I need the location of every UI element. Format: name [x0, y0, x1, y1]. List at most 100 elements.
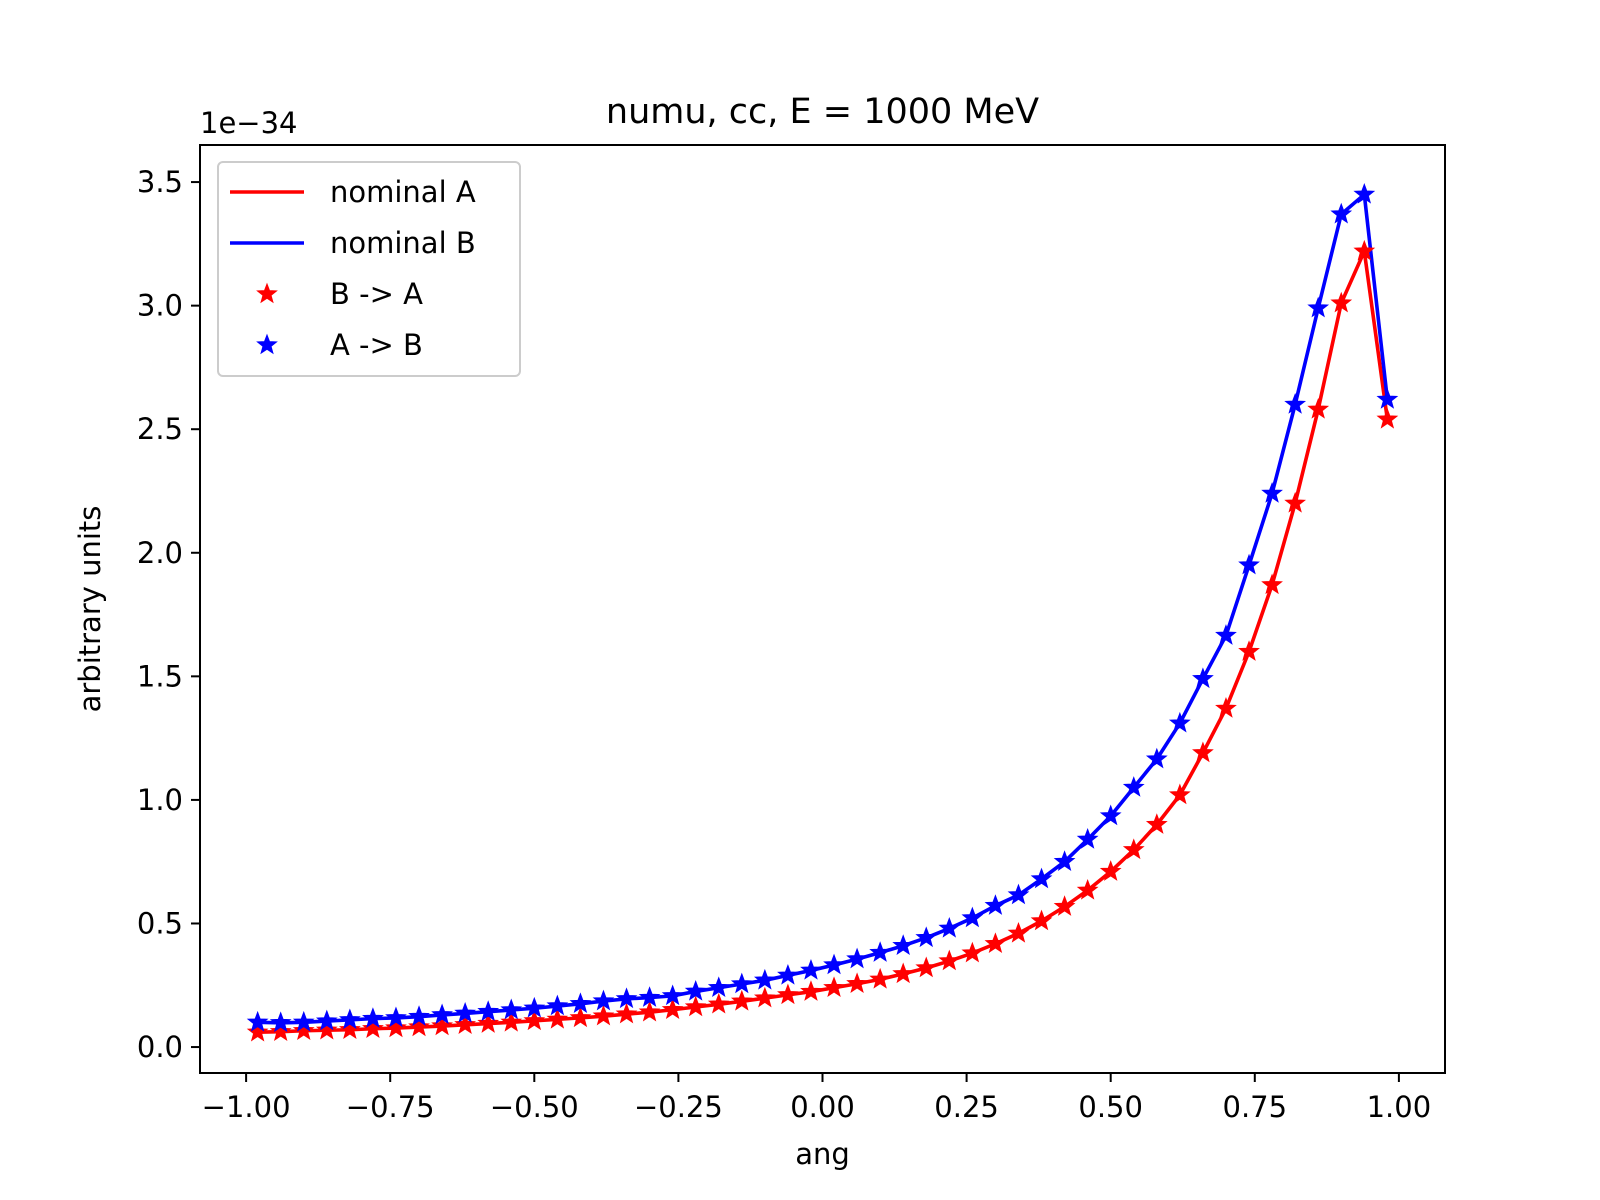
data-point	[892, 962, 915, 984]
x-tick-label: −0.25	[634, 1090, 723, 1124]
x-tick-label: 0.50	[1078, 1090, 1143, 1124]
data-point	[961, 906, 984, 928]
data-point	[753, 986, 776, 1008]
data-point	[1376, 388, 1399, 409]
data-point	[730, 989, 753, 1011]
data-point	[523, 1009, 546, 1031]
data-point	[984, 932, 1007, 953]
series-markers	[246, 239, 1399, 1042]
data-point	[1122, 838, 1145, 860]
data-point	[269, 1011, 292, 1033]
data-point	[615, 987, 638, 1009]
data-point	[431, 1003, 453, 1025]
data-point	[777, 963, 799, 985]
data-point	[615, 1002, 638, 1024]
data-point	[869, 941, 892, 962]
data-point	[1030, 867, 1053, 889]
data-point	[546, 1007, 569, 1029]
y-tick-label: 1.5	[137, 659, 183, 693]
data-point	[1353, 239, 1376, 261]
data-point	[315, 1018, 338, 1040]
data-point	[1330, 202, 1353, 224]
data-point	[1215, 624, 1237, 645]
legend-entry-label: nominal B	[330, 226, 476, 260]
axes-frame	[199, 144, 1446, 1074]
y-tick-label: 3.5	[137, 165, 183, 199]
y-axis-ticks: 0.0 0.5 1.0 1.5 2.0 2.5 3.0 3.5	[137, 165, 200, 1064]
data-point	[1076, 828, 1099, 849]
data-point	[915, 956, 938, 978]
data-point	[661, 984, 684, 1006]
y-tick-label: 2.5	[137, 412, 183, 446]
data-point	[385, 1016, 407, 1038]
data-point	[385, 1006, 407, 1028]
data-point	[684, 980, 707, 1001]
data-point	[246, 1020, 269, 1042]
data-point	[500, 998, 523, 1020]
y-tick-label: 1.0	[137, 783, 183, 817]
data-point	[1099, 860, 1122, 881]
data-point	[1168, 783, 1191, 805]
data-point	[938, 949, 961, 971]
data-point	[477, 1012, 500, 1033]
data-point	[1053, 895, 1076, 916]
data-point	[592, 989, 615, 1011]
data-point	[1307, 398, 1330, 419]
data-point	[707, 976, 730, 997]
data-point	[1007, 883, 1030, 905]
data-point	[1168, 711, 1191, 733]
data-point	[454, 1002, 477, 1023]
data-point	[569, 1006, 592, 1028]
data-point	[338, 1018, 361, 1039]
x-tick-label: 0.25	[934, 1090, 999, 1124]
data-point	[292, 1019, 315, 1040]
data-point	[292, 1010, 315, 1032]
legend-star-icon	[256, 282, 278, 304]
data-point	[1238, 640, 1260, 661]
data-point	[338, 1008, 361, 1030]
data-point	[800, 959, 822, 980]
data-point	[1192, 667, 1214, 689]
x-tick-label: 0.00	[790, 1090, 855, 1124]
data-point	[661, 998, 684, 1019]
data-point	[569, 992, 592, 1014]
data-point	[1145, 813, 1168, 834]
chart-title: numu, cc, E = 1000 MeV	[606, 92, 1039, 132]
data-point	[408, 1005, 430, 1026]
data-point	[1330, 291, 1353, 313]
data-point	[454, 1013, 477, 1035]
x-tick-label: −0.50	[490, 1090, 579, 1124]
data-point	[315, 1009, 338, 1031]
data-point	[777, 983, 799, 1005]
y-tick-label: 0.5	[137, 906, 183, 940]
data-point	[523, 996, 546, 1018]
data-point	[869, 967, 892, 989]
data-point	[1053, 850, 1076, 871]
data-point	[800, 980, 822, 1001]
data-point	[1261, 482, 1283, 503]
y-scale-offset-label: 1e−34	[200, 106, 298, 140]
data-point	[638, 1000, 661, 1022]
data-point	[984, 894, 1007, 915]
x-tick-label: −0.75	[346, 1090, 435, 1124]
plot-area	[246, 183, 1399, 1042]
data-point	[431, 1014, 453, 1036]
data-point	[477, 1000, 500, 1021]
data-point	[1007, 921, 1030, 943]
legend-star-icon	[256, 333, 278, 355]
data-point	[362, 1007, 384, 1028]
legend-entry-label: nominal A	[330, 175, 476, 209]
x-axis-ticks: −1.00 −0.75 −0.50 −0.25 0.00 0.25 0.50 0.75 1.00	[202, 1073, 1431, 1124]
legend: nominal A nominal B B -> A A -> B	[217, 161, 521, 377]
data-point	[1076, 878, 1099, 900]
x-tick-label: −1.00	[202, 1090, 291, 1124]
series-markers	[246, 183, 1399, 1033]
data-point	[1353, 183, 1376, 204]
data-point	[1307, 296, 1330, 318]
data-point	[1284, 491, 1307, 513]
y-tick-label: 2.0	[137, 536, 183, 570]
data-point	[500, 1010, 523, 1032]
data-point	[707, 992, 730, 1014]
